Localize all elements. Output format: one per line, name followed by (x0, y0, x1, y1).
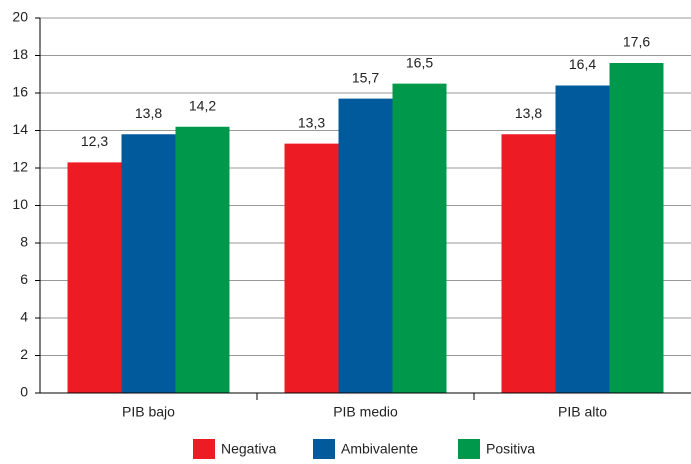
bar (555, 85, 610, 393)
y-tick-label: 6 (20, 271, 28, 287)
y-tick-label: 2 (20, 346, 28, 362)
value-label: 15,7 (352, 69, 379, 85)
value-label: 16,5 (406, 54, 433, 70)
y-tick-label: 4 (20, 309, 28, 325)
value-label: 17,6 (623, 34, 650, 50)
legend-swatch (313, 439, 335, 459)
y-tick-label: 10 (12, 196, 28, 212)
bar (121, 134, 176, 393)
bar (609, 63, 664, 393)
legend-label: Positiva (486, 441, 535, 457)
y-tick-label: 20 (12, 9, 28, 25)
y-tick-label: 8 (20, 234, 28, 250)
value-label: 16,4 (569, 56, 596, 72)
y-tick-label: 12 (12, 159, 28, 175)
legend-label: Negativa (221, 441, 276, 457)
bar (501, 134, 556, 393)
value-label: 13,8 (135, 105, 162, 121)
bar (392, 83, 447, 393)
y-tick-label: 16 (12, 84, 28, 100)
value-label: 14,2 (189, 97, 216, 113)
x-tick-label: PIB alto (558, 404, 607, 420)
bar (338, 98, 393, 393)
x-tick-label: PIB medio (333, 404, 398, 420)
value-label: 13,3 (298, 114, 325, 130)
x-tick-label: PIB bajo (122, 404, 175, 420)
y-tick-label: 0 (20, 384, 28, 400)
bar (67, 162, 122, 393)
legend-label: Ambivalente (341, 441, 418, 457)
legend-swatch (193, 439, 215, 459)
y-tick-label: 14 (12, 121, 28, 137)
y-tick-label: 18 (12, 46, 28, 62)
legend-swatch (458, 439, 480, 459)
value-label: 12,3 (81, 133, 108, 149)
bar (284, 143, 339, 393)
bar (175, 126, 230, 393)
value-label: 13,8 (515, 105, 542, 121)
